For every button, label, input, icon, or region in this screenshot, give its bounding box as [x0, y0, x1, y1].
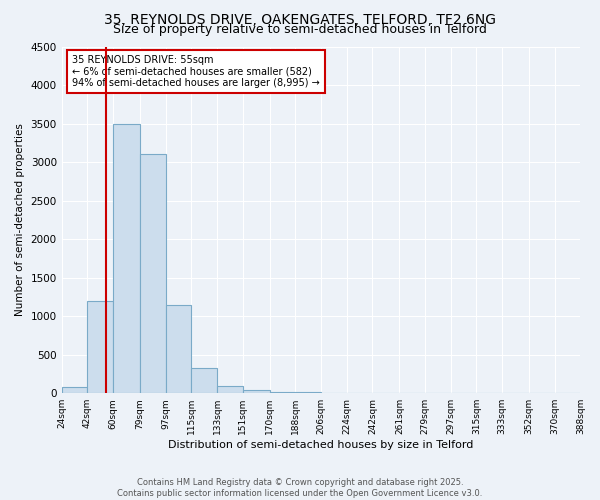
Bar — [217, 386, 242, 393]
X-axis label: Distribution of semi-detached houses by size in Telford: Distribution of semi-detached houses by … — [169, 440, 474, 450]
Text: 35 REYNOLDS DRIVE: 55sqm
← 6% of semi-detached houses are smaller (582)
94% of s: 35 REYNOLDS DRIVE: 55sqm ← 6% of semi-de… — [72, 55, 320, 88]
Bar — [191, 368, 217, 393]
Bar — [270, 392, 295, 393]
Text: Contains HM Land Registry data © Crown copyright and database right 2025.
Contai: Contains HM Land Registry data © Crown c… — [118, 478, 482, 498]
Bar — [62, 387, 88, 393]
Bar — [140, 154, 166, 393]
Text: 35, REYNOLDS DRIVE, OAKENGATES, TELFORD, TF2 6NG: 35, REYNOLDS DRIVE, OAKENGATES, TELFORD,… — [104, 12, 496, 26]
Text: Size of property relative to semi-detached houses in Telford: Size of property relative to semi-detach… — [113, 22, 487, 36]
Y-axis label: Number of semi-detached properties: Number of semi-detached properties — [15, 124, 25, 316]
Bar — [242, 390, 270, 393]
Bar — [166, 304, 191, 393]
Bar — [88, 301, 113, 393]
Bar — [113, 124, 140, 393]
Bar — [295, 392, 321, 393]
